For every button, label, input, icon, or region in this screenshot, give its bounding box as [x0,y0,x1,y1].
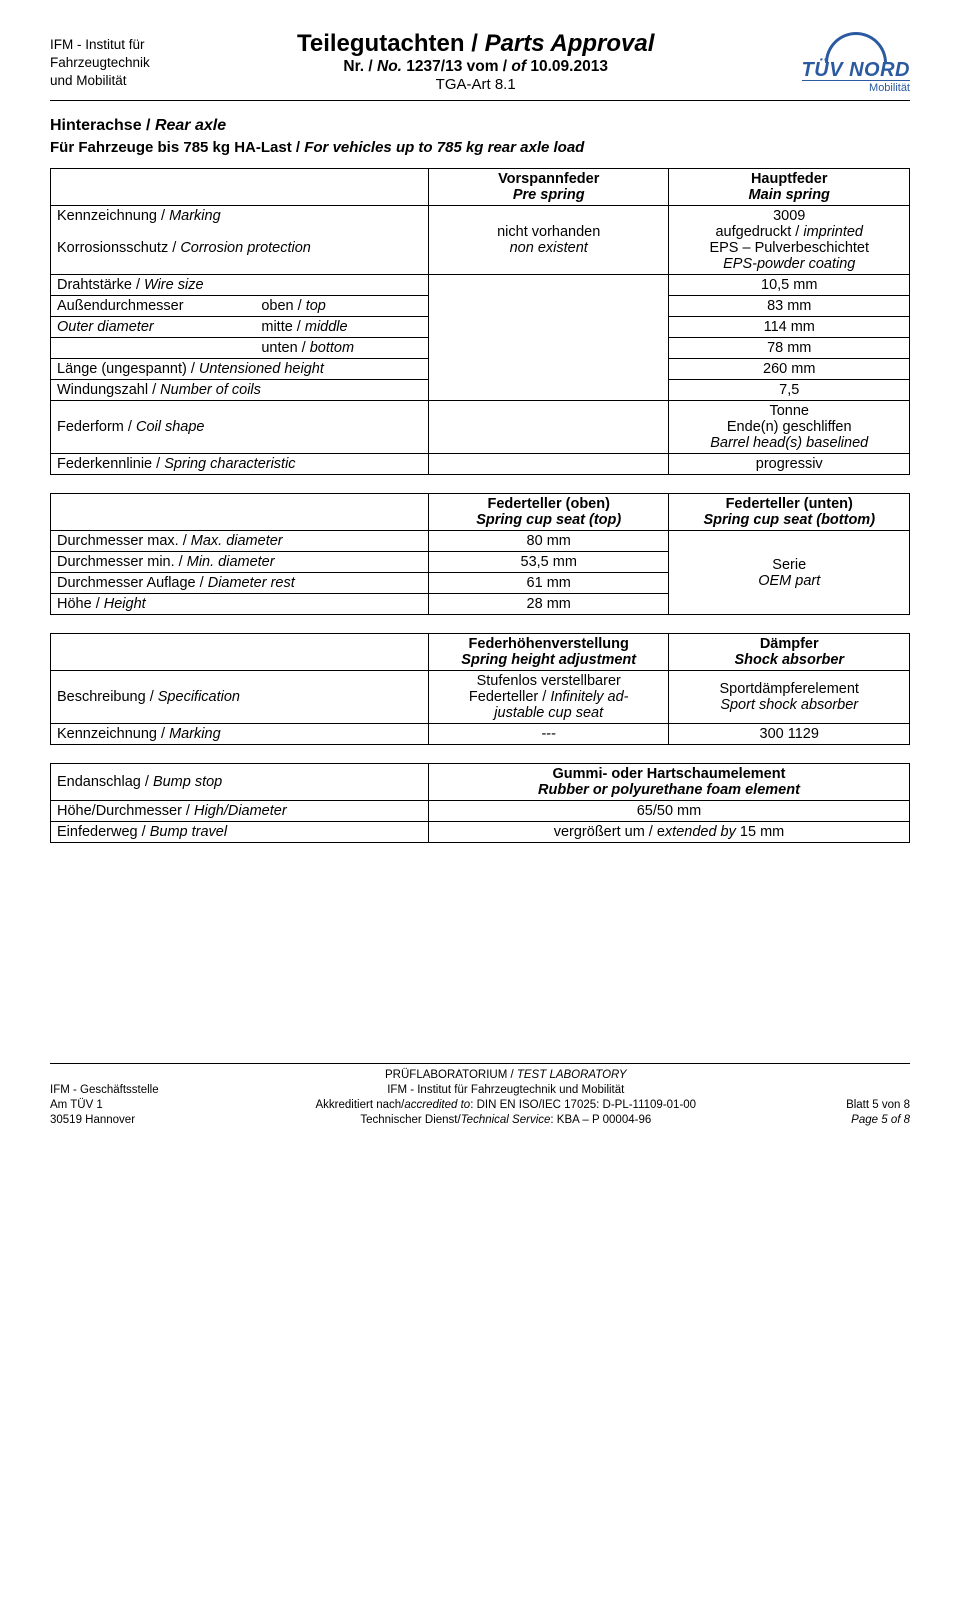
coils-label: Windungszahl / Number of coils [51,380,429,401]
main-spring-header: HauptfederMain spring [669,169,910,206]
pre-spring-empty [428,275,669,401]
pre-spring-header: VorspannfederPre spring [428,169,669,206]
marking-adj-value: --- [428,724,669,745]
length-value: 260 mm [669,359,910,380]
footer-left: IFM - Geschäftsstelle Am TÜV 1 30519 Han… [50,1083,239,1128]
height-adjust-table: FederhöhenverstellungSpring height adjus… [50,633,910,745]
spec-adj-value: Stufenlos verstellbarer Federteller / In… [428,671,669,724]
drest-value: 61 mm [428,573,669,594]
dmin-value: 53,5 mm [428,552,669,573]
doc-subtitle: Nr. / No. 1237/13 vom / of 10.09.2013 [150,58,802,76]
page-footer: IFM - Geschäftsstelle Am TÜV 1 30519 Han… [50,1063,910,1128]
header-left-line1: IFM - Institut für [50,36,150,54]
outer-dia-top-value: 83 mm [669,296,910,317]
bump-stop-label: Endanschlag / Bump stop [51,764,429,801]
spec-damper-value: SportdämpferelementSport shock absorber [669,671,910,724]
section-title: Hinterachse / Rear axle [50,117,910,135]
marking-corrosion-label: Kennzeichnung / Marking Korrosionsschutz… [51,206,429,275]
outer-dia-mid-label: Outer diameter mitte / middle [51,317,429,338]
marking-damper-value: 300 1129 [669,724,910,745]
section-subtitle: Für Fahrzeuge bis 785 kg HA-Last / For v… [50,139,910,156]
damper-header: DämpferShock absorber [669,634,910,671]
outer-dia-mid-value: 114 mm [669,317,910,338]
header-left-line3: und Mobilität [50,72,150,90]
header-right: TÜV NORD Mobilität [802,30,910,96]
outer-dia-bot-label: unten / bottom [51,338,429,359]
page-header: IFM - Institut für Fahrzeugtechnik und M… [50,30,910,101]
bump-stop-value: Gummi- oder HartschaumelementRubber or p… [428,764,909,801]
blank-header-t2 [51,494,429,531]
drest-label: Durchmesser Auflage / Diameter rest [51,573,429,594]
high-dia-label: Höhe/Durchmesser / High/Diameter [51,801,429,822]
cup-top-header: Federteller (oben)Spring cup seat (top) [428,494,669,531]
spring-cup-table: Federteller (oben)Spring cup seat (top) … [50,493,910,615]
wire-size-label: Drahtstärke / Wire size [51,275,429,296]
spring-spec-table: VorspannfederPre spring HauptfederMain s… [50,168,910,475]
wire-size-value: 10,5 mm [669,275,910,296]
coil-shape-value: Tonne Ende(n) geschliffen Barrel head(s)… [669,401,910,454]
bump-travel-value: vergrößert um / extended by 15 mm [428,822,909,843]
footer-center: PRÜFLABORATORIUM / TEST LABORATORY IFM -… [239,1068,772,1128]
dmax-value: 80 mm [428,531,669,552]
dmin-label: Durchmesser min. / Min. diameter [51,552,429,573]
dmax-label: Durchmesser max. / Max. diameter [51,531,429,552]
footer-right: Blatt 5 von 8 Page 5 of 8 [772,1098,910,1128]
bump-stop-table: Endanschlag / Bump stop Gummi- oder Hart… [50,763,910,843]
height-label: Höhe / Height [51,594,429,615]
outer-dia-bot-value: 78 mm [669,338,910,359]
doc-title: Teilegutachten / Parts Approval [150,30,802,58]
length-label: Länge (ungespannt) / Untensioned height [51,359,429,380]
cup-bottom-header: Federteller (unten)Spring cup seat (bott… [669,494,910,531]
marking-main-value: 3009 aufgedruckt / imprinted EPS – Pulve… [669,206,910,275]
spec-label: Beschreibung / Specification [51,671,429,724]
blank-header-t3 [51,634,429,671]
marking-pre-value: nicht vorhandennon existent [428,206,669,275]
spring-char-value: progressiv [669,454,910,475]
header-left-line2: Fahrzeugtechnik [50,54,150,72]
header-left: IFM - Institut für Fahrzeugtechnik und M… [50,30,150,91]
bump-travel-label: Einfederweg / Bump travel [51,822,429,843]
doc-tga: TGA-Art 8.1 [150,76,802,93]
tuev-nord-logo: TÜV NORD Mobilität [802,32,910,94]
high-dia-value: 65/50 mm [428,801,909,822]
coil-shape-pre-empty [428,401,669,454]
spring-char-label: Federkennlinie / Spring characteristic [51,454,429,475]
cup-bottom-value: SerieOEM part [669,531,910,615]
height-adj-header: FederhöhenverstellungSpring height adjus… [428,634,669,671]
height-value: 28 mm [428,594,669,615]
spring-char-pre-empty [428,454,669,475]
outer-dia-top-label: Außendurchmesser oben / top [51,296,429,317]
header-center: Teilegutachten / Parts Approval Nr. / No… [150,30,802,93]
coil-shape-label: Federform / Coil shape [51,401,429,454]
marking-t3-label: Kennzeichnung / Marking [51,724,429,745]
blank-header [51,169,429,206]
coils-value: 7,5 [669,380,910,401]
